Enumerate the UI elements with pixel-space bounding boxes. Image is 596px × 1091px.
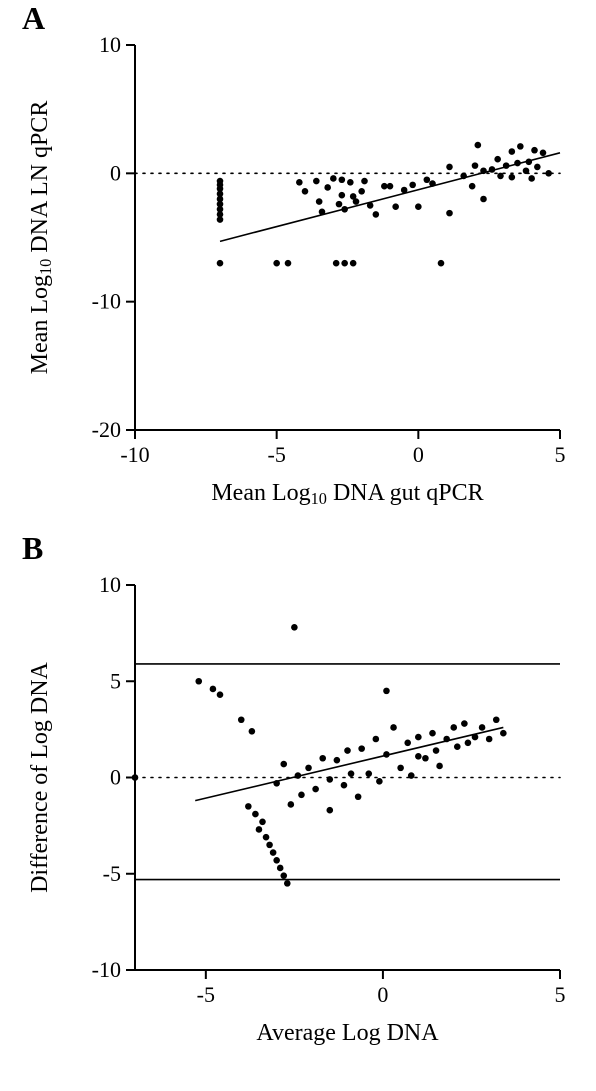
svg-text:-10: -10 bbox=[92, 957, 121, 982]
svg-text:0: 0 bbox=[110, 765, 121, 790]
svg-text:-10: -10 bbox=[120, 442, 149, 467]
svg-text:0: 0 bbox=[413, 442, 424, 467]
svg-text:-5: -5 bbox=[103, 861, 121, 886]
figure-container: A -10-505-20-10010Mean Log10 DNA gut qPC… bbox=[0, 0, 596, 1091]
svg-text:5: 5 bbox=[555, 982, 566, 1007]
svg-text:10: 10 bbox=[99, 572, 121, 597]
panel-b-chart: -5 0 5 -10 -5 0 5 10 Average Log DNA Difference o… bbox=[0, 530, 596, 1090]
svg-text:Mean Log10 DNA LN qPCR: Mean Log10 DNA LN qPCR bbox=[27, 101, 55, 375]
svg-text:Difference of Log DNA: Difference of Log DNA bbox=[27, 661, 53, 892]
svg-text:5: 5 bbox=[555, 442, 566, 467]
svg-text:Average Log DNA: Average Log DNA bbox=[256, 1020, 439, 1046]
svg-text:Mean Log10 DNA gut qPCR: Mean Log10 DNA gut qPCR bbox=[211, 480, 483, 508]
svg-text:-5: -5 bbox=[197, 982, 215, 1007]
svg-text:0: 0 bbox=[110, 160, 121, 185]
svg-text:10: 10 bbox=[99, 32, 121, 57]
panel-a-chart: -10-505-20-10010Mean Log10 DNA gut qPCRM… bbox=[0, 0, 596, 540]
svg-text:-10: -10 bbox=[92, 289, 121, 314]
svg-text:0: 0 bbox=[377, 982, 388, 1007]
svg-text:-20: -20 bbox=[92, 417, 121, 442]
svg-text:5: 5 bbox=[110, 668, 121, 693]
svg-text:-5: -5 bbox=[268, 442, 286, 467]
